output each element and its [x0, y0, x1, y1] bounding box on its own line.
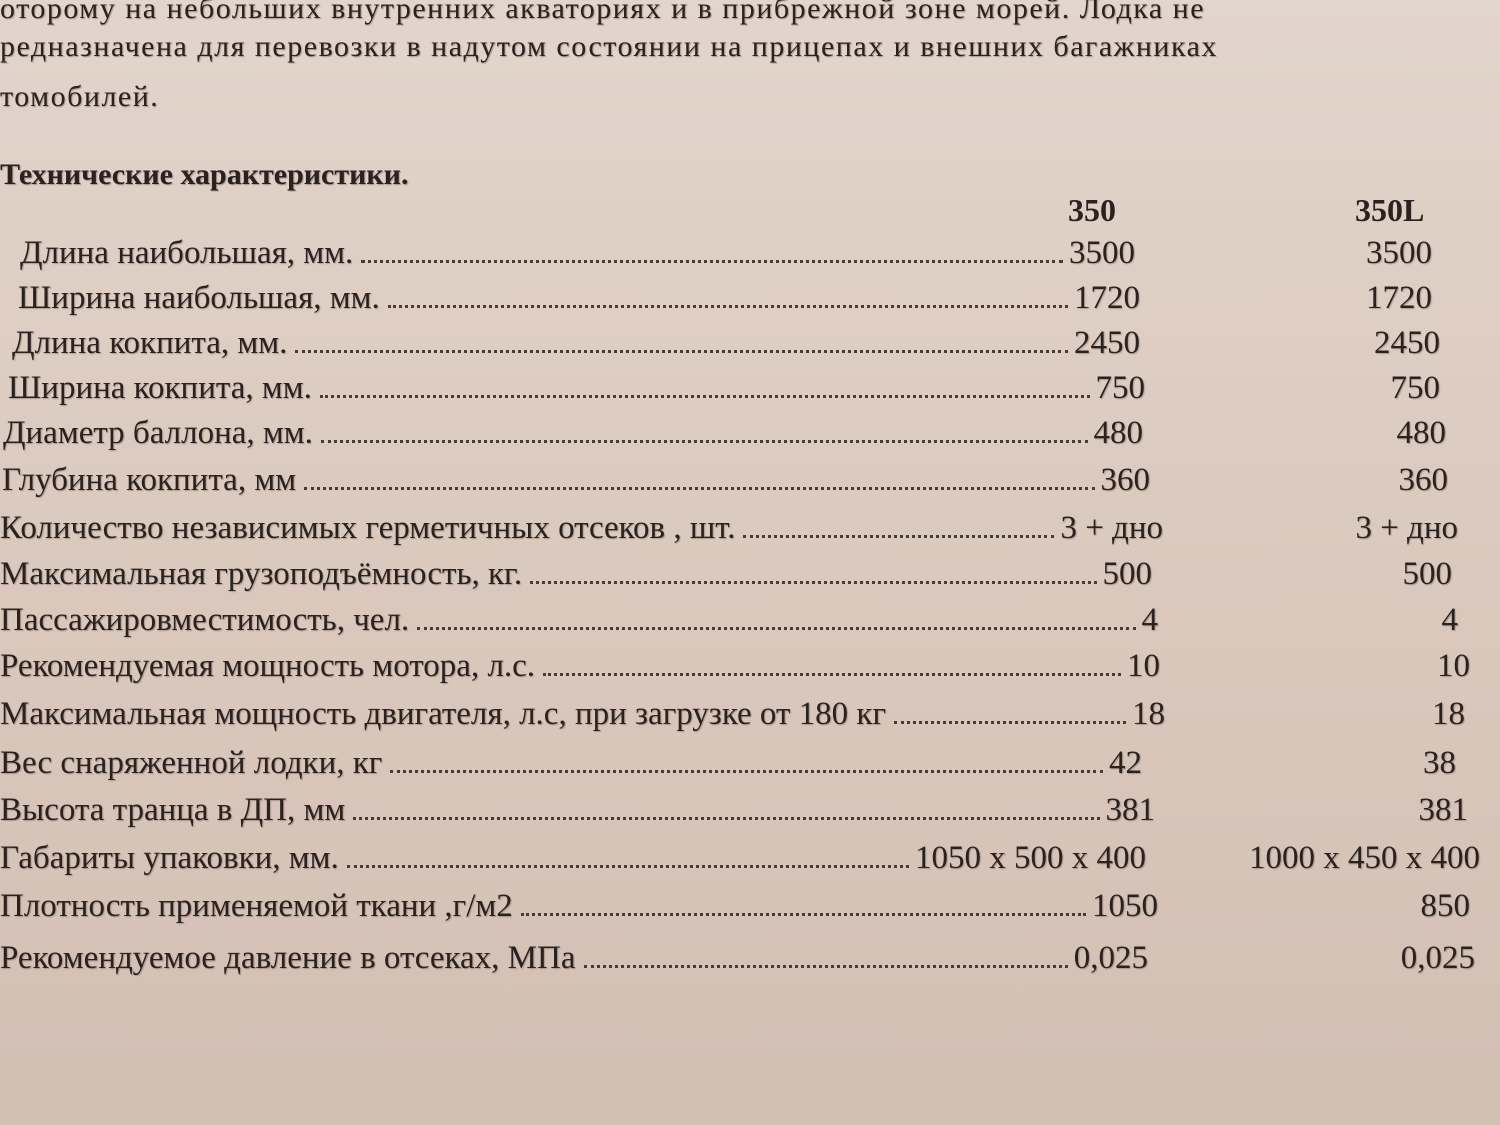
row-label: Высота транца в ДП, мм: [0, 792, 346, 828]
value-350: 0,025: [1073, 940, 1148, 976]
table-row: Максимальная грузоподъёмность, кг. 500: [0, 556, 1152, 593]
value-350: 10: [1127, 648, 1160, 684]
value-350: 500: [1102, 556, 1153, 592]
value-350: 1720: [1074, 280, 1140, 316]
table-row: Рекомендуемое давление в отсеках, МПа 0,0…: [0, 940, 1148, 977]
row-label: Глубина кокпита, мм: [2, 462, 297, 498]
value-350l: 18: [1432, 696, 1465, 732]
value-350: 750: [1095, 370, 1146, 406]
value-350l: 2450: [1374, 325, 1440, 361]
row-label: Плотность применяемой ткани ,г/м2: [0, 888, 513, 924]
value-350: 381: [1105, 792, 1156, 828]
table-row: Длина наибольшая, мм. 3500: [20, 235, 1135, 272]
row-label: Длина наибольшая, мм.: [20, 235, 354, 271]
leader-dots: [390, 770, 1103, 773]
table-row: Пассажировместимость, чел. 4: [0, 602, 1158, 639]
value-350: 18: [1132, 696, 1165, 732]
value-350: 480: [1093, 415, 1144, 451]
leader-dots: [543, 673, 1121, 676]
row-label: Габариты упаковки, мм.: [0, 840, 339, 876]
table-row: Ширина кокпита, мм. 750: [8, 370, 1145, 407]
section-title: Технические характеристики.: [0, 158, 409, 191]
row-label: Количество независимых герметичных отсек…: [0, 510, 736, 546]
row-label: Максимальная мощность двигателя, л.с, пр…: [0, 696, 886, 732]
leader-dots: [417, 627, 1136, 630]
row-label: Диаметр баллона, мм.: [3, 415, 313, 451]
value-350l: 10: [1437, 648, 1470, 684]
value-350: 1050 x 500 x 400: [915, 840, 1146, 876]
value-350l: 38: [1423, 745, 1456, 781]
row-label: Пассажировместимость, чел.: [0, 602, 410, 638]
value-350l: 500: [1402, 556, 1453, 592]
leader-dots: [346, 865, 909, 868]
value-350l: 381: [1418, 792, 1469, 828]
value-350: 3 + дно: [1060, 510, 1163, 546]
leader-dots: [530, 581, 1097, 584]
table-row: Ширина наибольшая, мм. 1720: [18, 280, 1140, 317]
table-row: Вес снаряженной лодки, кг 42: [0, 745, 1142, 782]
table-row: Габариты упаковки, мм. 1050 x 500 x 400: [0, 840, 1146, 877]
table-row: Количество независимых герметичных отсек…: [0, 510, 1163, 547]
value-350l: 3 + дно: [1355, 510, 1458, 546]
value-350l: 1000 x 450 x 400: [1249, 840, 1480, 876]
value-350l: 0,025: [1400, 940, 1475, 976]
intro-line-1: оторому на небольших внутренних акватори…: [0, 0, 1206, 25]
value-350l: 480: [1396, 415, 1447, 451]
value-350l: 850: [1420, 888, 1471, 924]
value-350: 3500: [1069, 235, 1135, 271]
table-row: Рекомендуемая мощность мотора, л.с. 10: [0, 648, 1160, 685]
leader-dots: [894, 721, 1126, 724]
table-row: Максимальная мощность двигателя, л.с, пр…: [0, 696, 1165, 733]
value-350: 1050: [1092, 888, 1158, 924]
row-label: Рекомендуемая мощность мотора, л.с.: [0, 648, 536, 684]
row-label: Ширина наибольшая, мм.: [18, 280, 380, 316]
table-row: Плотность применяемой ткани ,г/м2 1050: [0, 888, 1158, 925]
leader-dots: [583, 965, 1068, 968]
column-header-350: 350: [1068, 192, 1116, 228]
value-350l: 360: [1398, 462, 1449, 498]
value-350l: 750: [1390, 370, 1441, 406]
leader-dots: [353, 817, 1100, 820]
leader-dots: [387, 305, 1068, 308]
value-350: 2450: [1074, 325, 1140, 361]
value-350l: 1720: [1366, 280, 1432, 316]
leader-dots: [520, 913, 1086, 916]
row-label: Ширина кокпита, мм.: [8, 370, 312, 406]
leader-dots: [304, 487, 1095, 490]
intro-line-3: томобилей.: [0, 80, 160, 113]
table-row: Диаметр баллона, мм. 480: [3, 415, 1143, 452]
value-350l: 4: [1441, 602, 1459, 638]
leader-dots: [361, 260, 1063, 263]
table-row: Глубина кокпита, мм 360: [2, 462, 1150, 499]
value-350: 360: [1100, 462, 1151, 498]
value-350l: 3500: [1366, 235, 1432, 271]
leader-dots: [319, 395, 1090, 398]
value-350: 4: [1141, 602, 1159, 638]
row-label: Длина кокпита, мм.: [12, 325, 288, 361]
row-label: Вес снаряженной лодки, кг: [0, 745, 383, 781]
column-header-350l: 350L: [1355, 192, 1425, 228]
table-row: Высота транца в ДП, мм 381: [0, 792, 1155, 829]
row-label: Рекомендуемое давление в отсеках, МПа: [0, 940, 576, 976]
leader-dots: [320, 440, 1088, 443]
table-row: Длина кокпита, мм. 2450: [12, 325, 1140, 362]
row-label: Максимальная грузоподъёмность, кг.: [0, 556, 523, 592]
intro-line-2: редназначена для перевозки в надутом сос…: [0, 30, 1218, 63]
value-350: 42: [1109, 745, 1142, 781]
leader-dots: [743, 535, 1055, 538]
leader-dots: [295, 350, 1068, 353]
